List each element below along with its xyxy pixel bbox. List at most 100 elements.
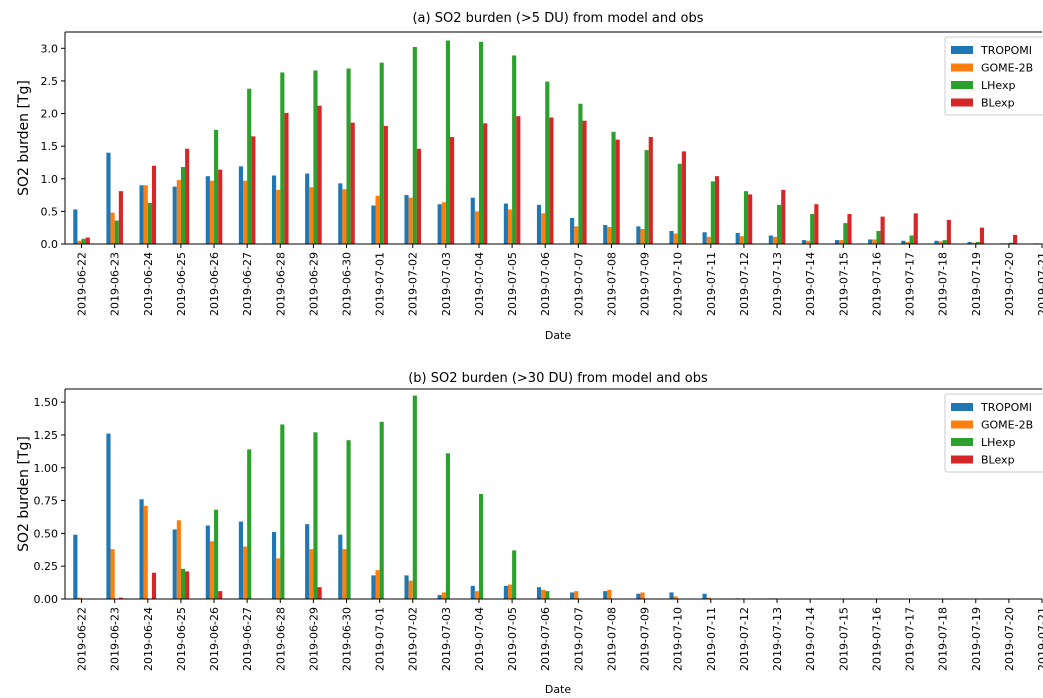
bar-gome-2b-2019-06-23 bbox=[111, 213, 115, 244]
bar-gome-2b-2019-06-27 bbox=[243, 547, 247, 600]
bar-lhexp-2019-07-13 bbox=[777, 205, 781, 244]
bar-tropomi-2019-06-22 bbox=[73, 209, 77, 244]
bar-lhexp-2019-06-24 bbox=[148, 203, 152, 244]
bar-lhexp-2019-06-29 bbox=[313, 432, 317, 599]
bar-tropomi-2019-07-06 bbox=[537, 587, 541, 599]
bar-gome-2b-2019-07-01 bbox=[375, 570, 379, 599]
bar-tropomi-2019-06-29 bbox=[305, 524, 309, 599]
bar-lhexp-2019-06-26 bbox=[214, 130, 218, 244]
bar-gome-2b-2019-07-02 bbox=[409, 198, 413, 244]
bar-gome-2b-2019-07-03 bbox=[442, 592, 446, 599]
bar-tropomi-2019-06-28 bbox=[272, 176, 276, 244]
bar-gome-2b-2019-06-28 bbox=[276, 558, 280, 599]
bar-lhexp-2019-07-01 bbox=[380, 422, 384, 599]
bar-blexp-2019-07-05 bbox=[516, 116, 520, 244]
bar-lhexp-2019-07-02 bbox=[413, 396, 417, 599]
bar-tropomi-2019-07-11 bbox=[703, 594, 707, 599]
x-tick-label: 2019-07-09 bbox=[639, 252, 652, 316]
bar-blexp-2019-06-30 bbox=[351, 123, 355, 244]
bar-lhexp-2019-07-07 bbox=[578, 104, 582, 244]
bar-lhexp-2019-06-28 bbox=[280, 424, 284, 599]
x-tick-label: 2019-07-16 bbox=[870, 252, 883, 316]
bar-gome-2b-2019-07-04 bbox=[475, 591, 479, 599]
bar-tropomi-2019-06-30 bbox=[338, 183, 342, 244]
bar-lhexp-2019-07-18 bbox=[943, 240, 947, 244]
bar-blexp-2019-07-06 bbox=[549, 117, 553, 244]
bar-gome-2b-2019-06-25 bbox=[177, 520, 181, 599]
y-tick-label: 1.5 bbox=[41, 140, 59, 153]
bar-gome-2b-2019-06-29 bbox=[309, 187, 313, 244]
panel-b-ylabel: SO2 burden [Tg] bbox=[16, 436, 32, 552]
bar-lhexp-2019-06-30 bbox=[347, 440, 351, 599]
bar-tropomi-2019-07-12 bbox=[736, 233, 740, 244]
bar-blexp-2019-06-29 bbox=[318, 587, 322, 599]
bar-tropomi-2019-07-03 bbox=[438, 204, 442, 244]
y-tick-label: 0.0 bbox=[41, 238, 59, 251]
bar-lhexp-2019-07-06 bbox=[545, 591, 549, 599]
bar-gome-2b-2019-07-01 bbox=[375, 196, 379, 244]
bar-blexp-2019-07-10 bbox=[682, 151, 686, 244]
legend-label-gome-2b: GOME-2B bbox=[981, 62, 1033, 75]
bar-tropomi-2019-07-13 bbox=[769, 236, 773, 244]
x-tick-label: 2019-07-08 bbox=[606, 252, 619, 316]
panel-a-title: (a) SO2 burden (>5 DU) from model and ob… bbox=[412, 11, 703, 26]
x-tick-label: 2019-06-24 bbox=[142, 252, 155, 316]
bar-lhexp-2019-07-02 bbox=[413, 47, 417, 244]
bar-lhexp-2019-07-03 bbox=[446, 453, 450, 599]
x-tick-label: 2019-07-03 bbox=[440, 252, 453, 316]
bar-blexp-2019-06-26 bbox=[218, 170, 222, 244]
bar-tropomi-2019-06-27 bbox=[239, 166, 243, 244]
bar-blexp-2019-07-13 bbox=[781, 190, 785, 244]
y-tick-label: 1.00 bbox=[34, 462, 59, 475]
bar-tropomi-2019-07-06 bbox=[537, 205, 541, 244]
bar-gome-2b-2019-06-30 bbox=[342, 189, 346, 244]
x-tick-label: 2019-07-03 bbox=[440, 607, 453, 671]
bar-blexp-2019-07-08 bbox=[616, 140, 620, 244]
legend-swatch-blexp bbox=[951, 456, 973, 464]
x-tick-label: 2019-06-29 bbox=[307, 607, 320, 671]
bar-tropomi-2019-07-02 bbox=[404, 195, 408, 244]
bar-lhexp-2019-07-15 bbox=[843, 223, 847, 244]
bar-lhexp-2019-07-17 bbox=[910, 236, 914, 244]
x-tick-label: 2019-06-24 bbox=[142, 607, 155, 671]
bar-gome-2b-2019-06-27 bbox=[243, 181, 247, 244]
bar-blexp-2019-07-09 bbox=[649, 137, 653, 244]
legend-label-lhexp: LHexp bbox=[981, 436, 1015, 449]
bar-gome-2b-2019-07-11 bbox=[707, 237, 711, 244]
bar-gome-2b-2019-07-15 bbox=[839, 240, 843, 244]
bar-gome-2b-2019-07-05 bbox=[508, 209, 512, 244]
legend-swatch-gome-2b bbox=[951, 64, 973, 72]
bar-blexp-2019-06-25 bbox=[185, 149, 189, 244]
x-tick-label: 2019-07-19 bbox=[970, 607, 983, 671]
legend-label-blexp: BLexp bbox=[981, 454, 1015, 467]
bar-lhexp-2019-07-01 bbox=[380, 63, 384, 244]
panel-a-bars bbox=[73, 40, 1043, 244]
bar-gome-2b-2019-07-09 bbox=[640, 229, 644, 244]
legend-label-tropomi: TROPOMI bbox=[980, 401, 1032, 414]
bar-tropomi-2019-07-03 bbox=[438, 595, 442, 599]
bar-tropomi-2019-07-08 bbox=[603, 225, 607, 244]
bar-tropomi-2019-07-07 bbox=[570, 218, 574, 244]
y-tick-label: 1.25 bbox=[34, 429, 59, 442]
legend-label-lhexp: LHexp bbox=[981, 79, 1015, 92]
x-tick-label: 2019-07-20 bbox=[1003, 252, 1016, 316]
x-tick-label: 2019-07-21 bbox=[1036, 607, 1043, 671]
bar-blexp-2019-07-01 bbox=[384, 126, 388, 244]
bar-blexp-2019-06-24 bbox=[152, 573, 156, 599]
bar-blexp-2019-06-26 bbox=[218, 591, 222, 599]
bar-lhexp-2019-07-05 bbox=[512, 55, 516, 244]
bar-blexp-2019-06-22 bbox=[86, 237, 90, 244]
y-tick-label: 0.50 bbox=[34, 527, 59, 540]
bar-lhexp-2019-06-27 bbox=[247, 89, 251, 244]
bar-blexp-2019-07-11 bbox=[715, 176, 719, 244]
bar-gome-2b-2019-07-04 bbox=[475, 211, 479, 244]
bar-gome-2b-2019-07-06 bbox=[541, 590, 545, 599]
legend-swatch-gome-2b bbox=[951, 421, 973, 429]
bar-lhexp-2019-07-06 bbox=[545, 82, 549, 244]
bar-blexp-2019-07-03 bbox=[450, 137, 454, 244]
bar-gome-2b-2019-07-16 bbox=[872, 239, 876, 244]
x-tick-label: 2019-07-10 bbox=[672, 252, 685, 316]
x-tick-label: 2019-07-20 bbox=[1003, 607, 1016, 671]
